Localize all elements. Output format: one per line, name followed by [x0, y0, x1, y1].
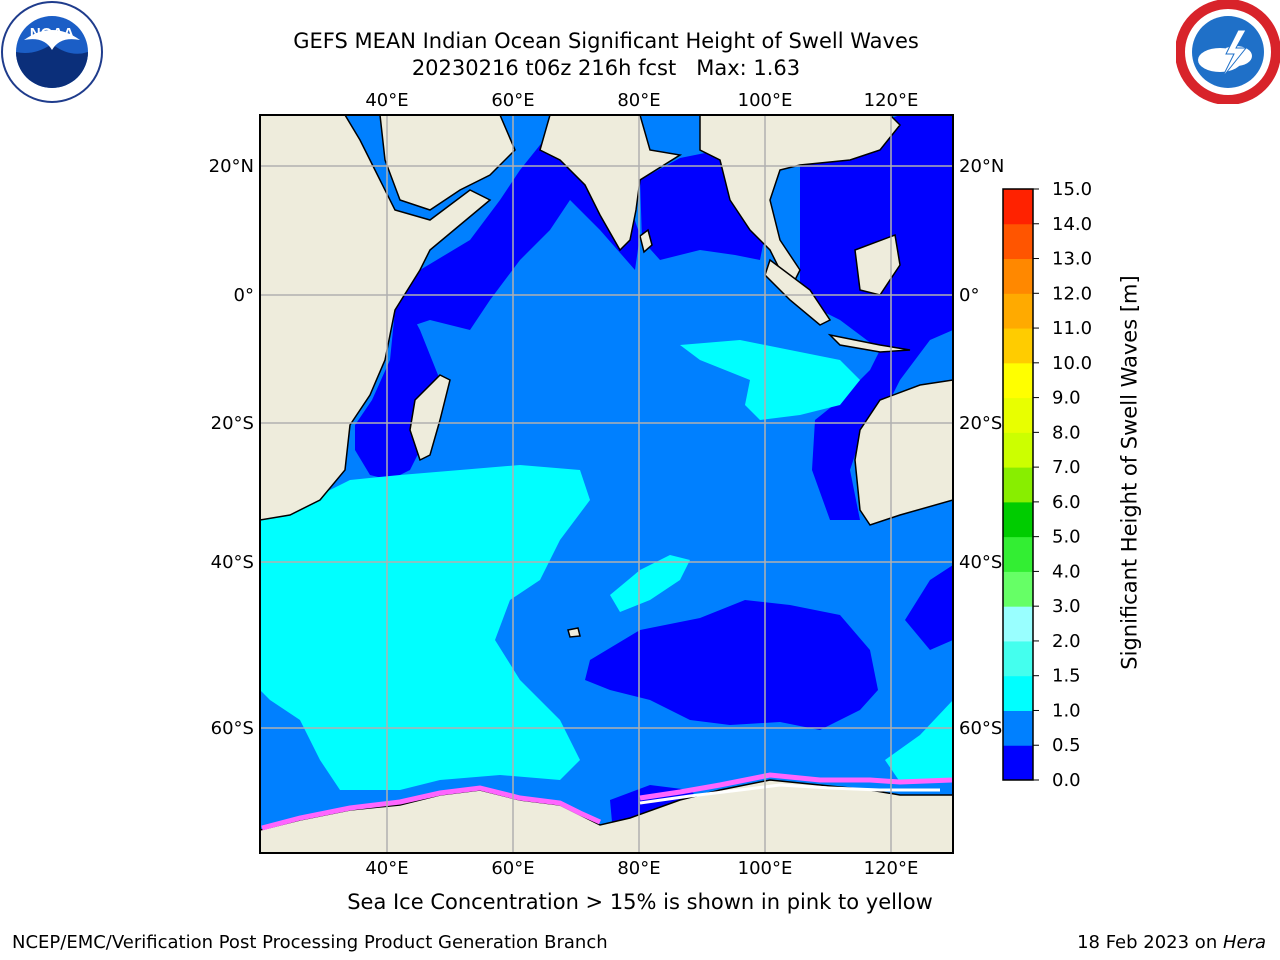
colorbar-segment	[1003, 606, 1033, 642]
lon-label-bottom-40e: 40°E	[365, 858, 408, 879]
colorbar-tick-label: 7.0	[1052, 457, 1081, 478]
colorbar-tick-label: 8.0	[1052, 422, 1081, 443]
lon-label-bottom-80e: 80°E	[617, 858, 660, 879]
colorbar-segment	[1003, 675, 1033, 711]
lon-label-top-40e: 40°E	[365, 90, 408, 111]
colorbar-segment	[1003, 571, 1033, 607]
colorbar-segment	[1003, 397, 1033, 433]
colorbar-tick-label: 1.0	[1052, 700, 1081, 721]
colorbar-segment	[1003, 501, 1033, 538]
colorbar: 0.0 0.5 1.0 1.5 2.0 3.0 4.0 5.0 6.0 7.0 8.0 9.0 10.0…	[1002, 179, 1092, 791]
colorbar-segment	[1003, 536, 1033, 572]
lat-label-right-60s: 60°S	[959, 718, 1002, 739]
lat-label-right-20s: 20°S	[959, 413, 1002, 434]
colorbar-tick-label: 0.0	[1052, 770, 1081, 791]
southwest-cyan-zone	[260, 465, 590, 790]
lon-label-top-80e: 80°E	[617, 90, 660, 111]
land-masses	[260, 115, 953, 853]
colorbar-tick-label: 2.0	[1052, 631, 1081, 652]
sea-ice-fringe-east	[639, 772, 953, 801]
madagascar-land	[409, 374, 451, 462]
colorbar-tick-label: 6.0	[1052, 492, 1081, 513]
africa-land	[260, 115, 492, 521]
lat-label-left-20n: 20°N	[209, 156, 254, 177]
java-land	[827, 333, 911, 353]
lat-label-left-0: 0°	[234, 285, 254, 306]
producer-credit: NCEP/EMC/Verification Post Processing Pr…	[12, 932, 608, 953]
host-name: Hera	[1222, 932, 1266, 953]
colorbar-segment	[1003, 710, 1033, 746]
colorbar-tick-label: 4.0	[1052, 561, 1081, 582]
colorbar-segment	[1003, 223, 1033, 260]
noaa-logo-icon: NOAA	[1, 1, 103, 103]
colorbar-segment	[1003, 362, 1033, 399]
kerguelen-land	[567, 627, 581, 638]
colorbar-segment	[1003, 328, 1033, 364]
colorbar-segment	[1003, 745, 1033, 781]
colorbar-tick-label: 9.0	[1052, 388, 1081, 409]
lon-label-top-120e: 120°E	[864, 90, 919, 111]
australia-land	[854, 379, 953, 526]
colorbar-tick-label: 12.0	[1052, 283, 1092, 304]
india-land	[539, 115, 683, 252]
borneo-land	[854, 233, 901, 296]
lat-label-left-60s: 60°S	[211, 718, 254, 739]
sea-ice-fringe	[261, 785, 602, 831]
lon-label-bottom-100e: 100°E	[738, 858, 793, 879]
colorbar-tick-label: 3.0	[1052, 596, 1081, 617]
colorbar-tick-label: 13.0	[1052, 249, 1092, 270]
indonesia-low-zone	[800, 115, 953, 520]
colorbar-segment	[1003, 432, 1033, 468]
chart-title: GEFS MEAN Indian Ocean Significant Heigh…	[293, 29, 919, 53]
central-cyan-zone	[680, 340, 860, 420]
sri-lanka-land	[639, 228, 653, 254]
nws-logo-icon	[1176, 0, 1280, 104]
southeast-asia-land	[699, 115, 902, 292]
lon-label-top-60e: 60°E	[491, 90, 534, 111]
colorbar-tick-label: 10.0	[1052, 353, 1092, 374]
colorbar-tick-label: 15.0	[1052, 179, 1092, 200]
sea-ice-footnote: Sea Ice Concentration > 15% is shown in …	[347, 890, 933, 914]
southwest-australia-low-zone	[905, 565, 953, 650]
colorbar-tick-label: 11.0	[1052, 318, 1092, 339]
lat-label-left-40s: 40°S	[211, 552, 254, 573]
colorbar-segment	[1003, 293, 1033, 329]
colorbar-segment	[1003, 640, 1033, 677]
mid-cyan-zone	[610, 555, 690, 612]
colorbar-tick-label: 0.5	[1052, 735, 1081, 756]
antarctica-land	[260, 779, 953, 853]
colorbar-frame	[1002, 188, 1034, 781]
colorbar-tick-label: 14.0	[1052, 214, 1092, 235]
lat-label-right-20n: 20°N	[959, 156, 1004, 177]
southern-ocean-low-zone	[585, 600, 878, 730]
colorbar-segment	[1003, 189, 1033, 225]
lon-label-bottom-120e: 120°E	[864, 858, 919, 879]
graticule	[260, 115, 953, 853]
lat-label-right-0: 0°	[959, 285, 979, 306]
map-frame	[259, 114, 954, 854]
lon-label-bottom-60e: 60°E	[491, 858, 534, 879]
colorbar-segment	[1003, 258, 1033, 294]
lon-label-top-100e: 100°E	[738, 90, 793, 111]
southeast-cyan-zone	[885, 700, 953, 782]
arabia-land	[379, 115, 516, 211]
chart-subtitle: 20230216 t06z 216h fcst Max: 1.63	[411, 56, 801, 80]
noaa-logo-text: NOAA	[30, 25, 74, 42]
colorbar-segment	[1003, 467, 1033, 503]
colorbar-tick-label: 1.5	[1052, 666, 1081, 687]
lat-label-right-40s: 40°S	[959, 552, 1002, 573]
lat-label-left-20s: 20°S	[211, 413, 254, 434]
colorbar-tick-label: 5.0	[1052, 527, 1081, 548]
date-credit: 18 Feb 2023 on Hera	[1077, 932, 1266, 953]
sea-ice-inner	[639, 783, 940, 805]
